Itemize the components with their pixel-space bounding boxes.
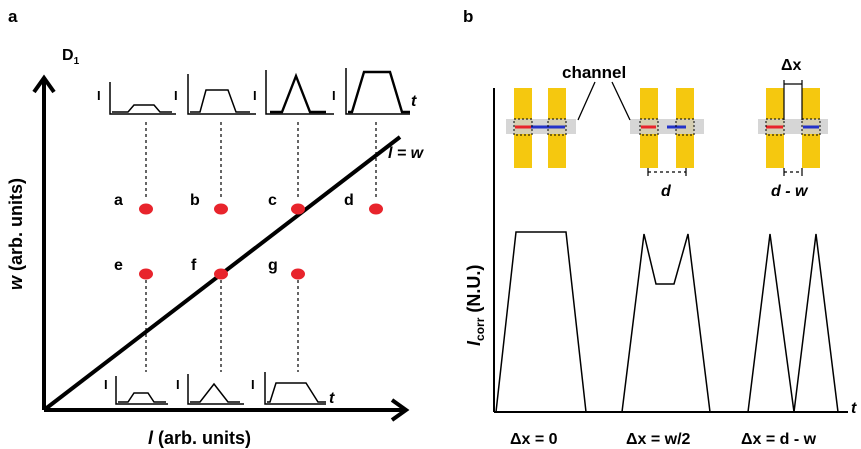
channel-schematic-2 [630, 88, 704, 176]
panel-b-axes [493, 88, 848, 413]
point-e [139, 268, 153, 280]
point-label-e: e [114, 257, 123, 274]
point-labels: a b c d e f g [114, 192, 354, 274]
point-d [369, 203, 383, 215]
svg-text:I: I [176, 377, 180, 392]
channel-pointer-2 [611, 81, 631, 121]
point-label-a: a [114, 192, 123, 209]
x-label-dx-d-minus-w: Δx = d - w [741, 431, 817, 448]
point-label-f: f [191, 257, 197, 274]
svg-text:I: I [174, 88, 178, 103]
l-axis-title: l (arb. units) [148, 428, 251, 448]
panel-b-letter: b [463, 7, 473, 26]
panel-b-t-label: t [851, 400, 857, 417]
svg-text:I: I [251, 377, 255, 392]
panel-a-axes [32, 74, 410, 422]
point-label-g: g [268, 257, 278, 274]
bottom-insets-t-label: t [329, 390, 335, 407]
panel-a-letter: a [8, 7, 18, 26]
l-equals-w-label: l = w [388, 145, 425, 162]
trace-dx-w-half [621, 233, 711, 413]
point-g [291, 268, 305, 280]
point-c [291, 203, 305, 215]
channel-label: channel [562, 63, 626, 82]
point-label-b: b [190, 192, 200, 209]
point-a [139, 203, 153, 215]
svg-text:I: I [253, 88, 257, 103]
top-insets-t-label: t [411, 93, 417, 110]
svg-text:I: I [97, 88, 101, 103]
channel-schematic-1 [506, 88, 576, 168]
detector-label: D1 [62, 47, 80, 67]
channel-schematic-3 [758, 80, 828, 176]
svg-text:I: I [104, 377, 108, 392]
correlation-traces [495, 231, 839, 413]
parameter-points [139, 203, 383, 280]
x-label-dx-w-half: Δx = w/2 [626, 431, 691, 448]
point-b [214, 203, 228, 215]
trace-dx-0 [495, 231, 587, 413]
point-label-d: d [344, 192, 354, 209]
top-insets: I I I I t [97, 68, 417, 115]
dashed-guides [145, 122, 377, 372]
point-label-c: c [268, 192, 277, 209]
delta-x-label: Δx [781, 57, 802, 74]
trace-dx-d-minus-w [747, 233, 839, 413]
point-f [214, 268, 228, 280]
w-axis-title: w (arb. units) [6, 178, 26, 290]
bottom-insets: I I I t [104, 372, 335, 407]
svg-text:I: I [332, 88, 336, 103]
d-label: d [661, 183, 672, 200]
icorr-axis-title: Icorr (N.U.) [464, 265, 487, 346]
x-label-dx-0: Δx = 0 [510, 431, 558, 448]
d-minus-w-label: d - w [771, 183, 809, 200]
channel-pointer-1 [577, 81, 596, 121]
